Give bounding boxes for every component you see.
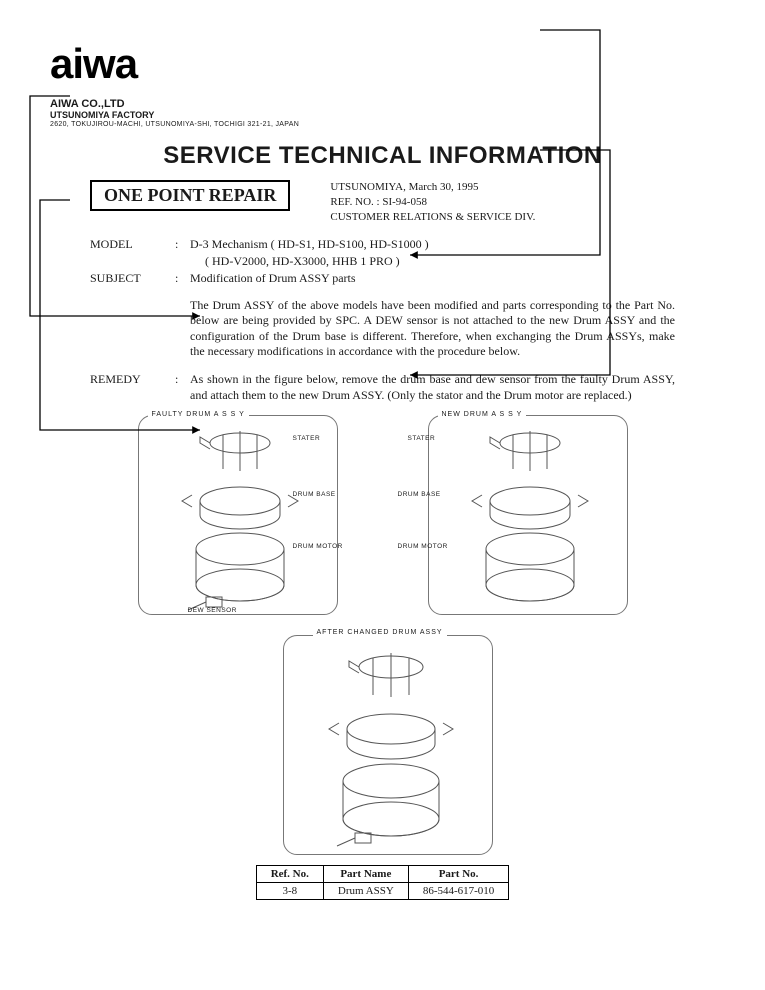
header-row: ONE POINT REPAIR UTSUNOMIYA, March 30, 1…: [90, 180, 715, 225]
lbl-dew-sensor: DEW SENSOR: [188, 607, 237, 614]
td-ref: 3-8: [256, 883, 323, 900]
colon: :: [175, 237, 190, 252]
after-title: AFTER CHANGED DRUM ASSY: [313, 629, 447, 636]
fields-block: MODEL : D-3 Mechanism ( HD-S1, HD-S100, …: [90, 237, 715, 286]
faulty-drum-diagram: FAULTY DRUM A S S Y: [108, 411, 368, 621]
factory-name: UTSUNOMIYA FACTORY: [50, 110, 715, 120]
after-drum-icon: [295, 643, 485, 853]
td-name: Drum ASSY: [323, 883, 408, 900]
faulty-title: FAULTY DRUM A S S Y: [148, 411, 249, 418]
model-label: MODEL: [90, 237, 175, 252]
meta-location-date: UTSUNOMIYA, March 30, 1995: [330, 180, 535, 195]
lbl-stater: STATER: [293, 435, 321, 442]
td-partno: 86-544-617-010: [408, 883, 509, 900]
parts-table: Ref. No. Part Name Part No. 3-8 Drum ASS…: [256, 865, 510, 900]
meta-ref-no: REF. NO. : SI-94-058: [330, 195, 535, 210]
subject-value: Modification of Drum ASSY parts: [190, 271, 715, 286]
th-ref: Ref. No.: [256, 866, 323, 883]
colon: :: [175, 372, 190, 403]
colon: :: [175, 271, 190, 286]
model-value-2: ( HD-V2000, HD-X3000, HHB 1 PRO ): [205, 254, 715, 269]
one-point-repair-box: ONE POINT REPAIR: [90, 180, 290, 211]
diagram-area: FAULTY DRUM A S S Y: [90, 411, 675, 859]
doc-meta: UTSUNOMIYA, March 30, 1995 REF. NO. : SI…: [330, 180, 535, 225]
page-title: SERVICE TECHNICAL INFORMATION: [50, 142, 715, 170]
remedy-label: REMEDY: [90, 372, 175, 403]
lbl-drum-motor-new: DRUM MOTOR: [398, 543, 448, 550]
remedy-block: REMEDY : As shown in the figure below, r…: [90, 372, 675, 403]
faulty-drum-icon: [148, 421, 328, 616]
new-drum-icon: [438, 421, 618, 616]
model-value-1: D-3 Mechanism ( HD-S1, HD-S100, HD-S1000…: [190, 237, 715, 252]
meta-division: CUSTOMER RELATIONS & SERVICE DIV.: [330, 210, 535, 225]
lbl-drum-motor: DRUM MOTOR: [293, 543, 343, 550]
lbl-stater-new: STATER: [408, 435, 436, 442]
th-partno: Part No.: [408, 866, 509, 883]
subject-label: SUBJECT: [90, 271, 175, 286]
remedy-text: As shown in the figure below, remove the…: [190, 372, 675, 403]
lbl-drum-base-new: DRUM BASE: [398, 491, 441, 498]
factory-address: 2620, TOKUJIROU-MACHI, UTSUNOMIYA-SHI, T…: [50, 121, 715, 128]
new-title: NEW DRUM A S S Y: [438, 411, 527, 418]
company-name: AIWA CO.,LTD: [50, 98, 715, 110]
body-text: The Drum ASSY of the above models have b…: [190, 298, 675, 360]
th-name: Part Name: [323, 866, 408, 883]
after-change-diagram: AFTER CHANGED DRUM ASSY: [243, 629, 523, 859]
lbl-drum-base: DRUM BASE: [293, 491, 336, 498]
new-drum-diagram: NEW DRUM A S S Y STATER DRUM BASE: [398, 411, 658, 621]
brand-logo: aiwa: [50, 40, 715, 88]
